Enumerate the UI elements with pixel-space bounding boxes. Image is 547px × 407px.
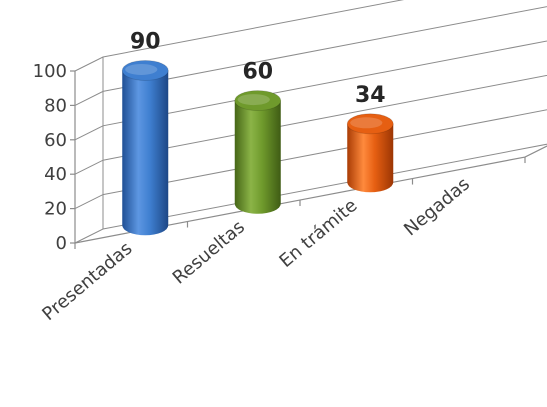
y-tick-label: 0	[56, 233, 67, 254]
x-category-label: Presentadas	[38, 238, 136, 325]
data-label: 60	[242, 60, 273, 85]
y-tick-label: 60	[44, 130, 67, 151]
bar-body	[122, 70, 169, 236]
bar-presentadas	[121, 60, 169, 236]
data-labels: 90 60 34	[130, 29, 386, 107]
bar-top	[346, 113, 394, 135]
bar-en-trámite	[346, 113, 394, 193]
bar-top-highlight	[350, 117, 383, 129]
y-tick-label: 80	[44, 95, 67, 116]
data-label: 34	[355, 83, 386, 108]
x-category-label: En trámite	[275, 195, 361, 272]
y-tick-label: 20	[44, 199, 67, 220]
x-category-label: Negadas	[400, 174, 474, 241]
bar-resueltas	[234, 90, 282, 214]
x-category-label: Resueltas	[169, 217, 249, 289]
bar-top	[234, 90, 282, 111]
bars	[121, 60, 394, 236]
y-tick-label: 100	[33, 61, 67, 82]
bar-top	[121, 60, 169, 81]
bar-body	[234, 100, 281, 214]
axes	[70, 57, 547, 249]
y-tick-label: 40	[44, 164, 67, 185]
y-axis-ticks: 0 20 40 60 80 100	[33, 61, 67, 254]
bar-top-highlight	[125, 63, 158, 75]
data-label: 90	[130, 29, 161, 54]
bar-top-highlight	[237, 94, 270, 106]
bar-body	[347, 123, 394, 193]
